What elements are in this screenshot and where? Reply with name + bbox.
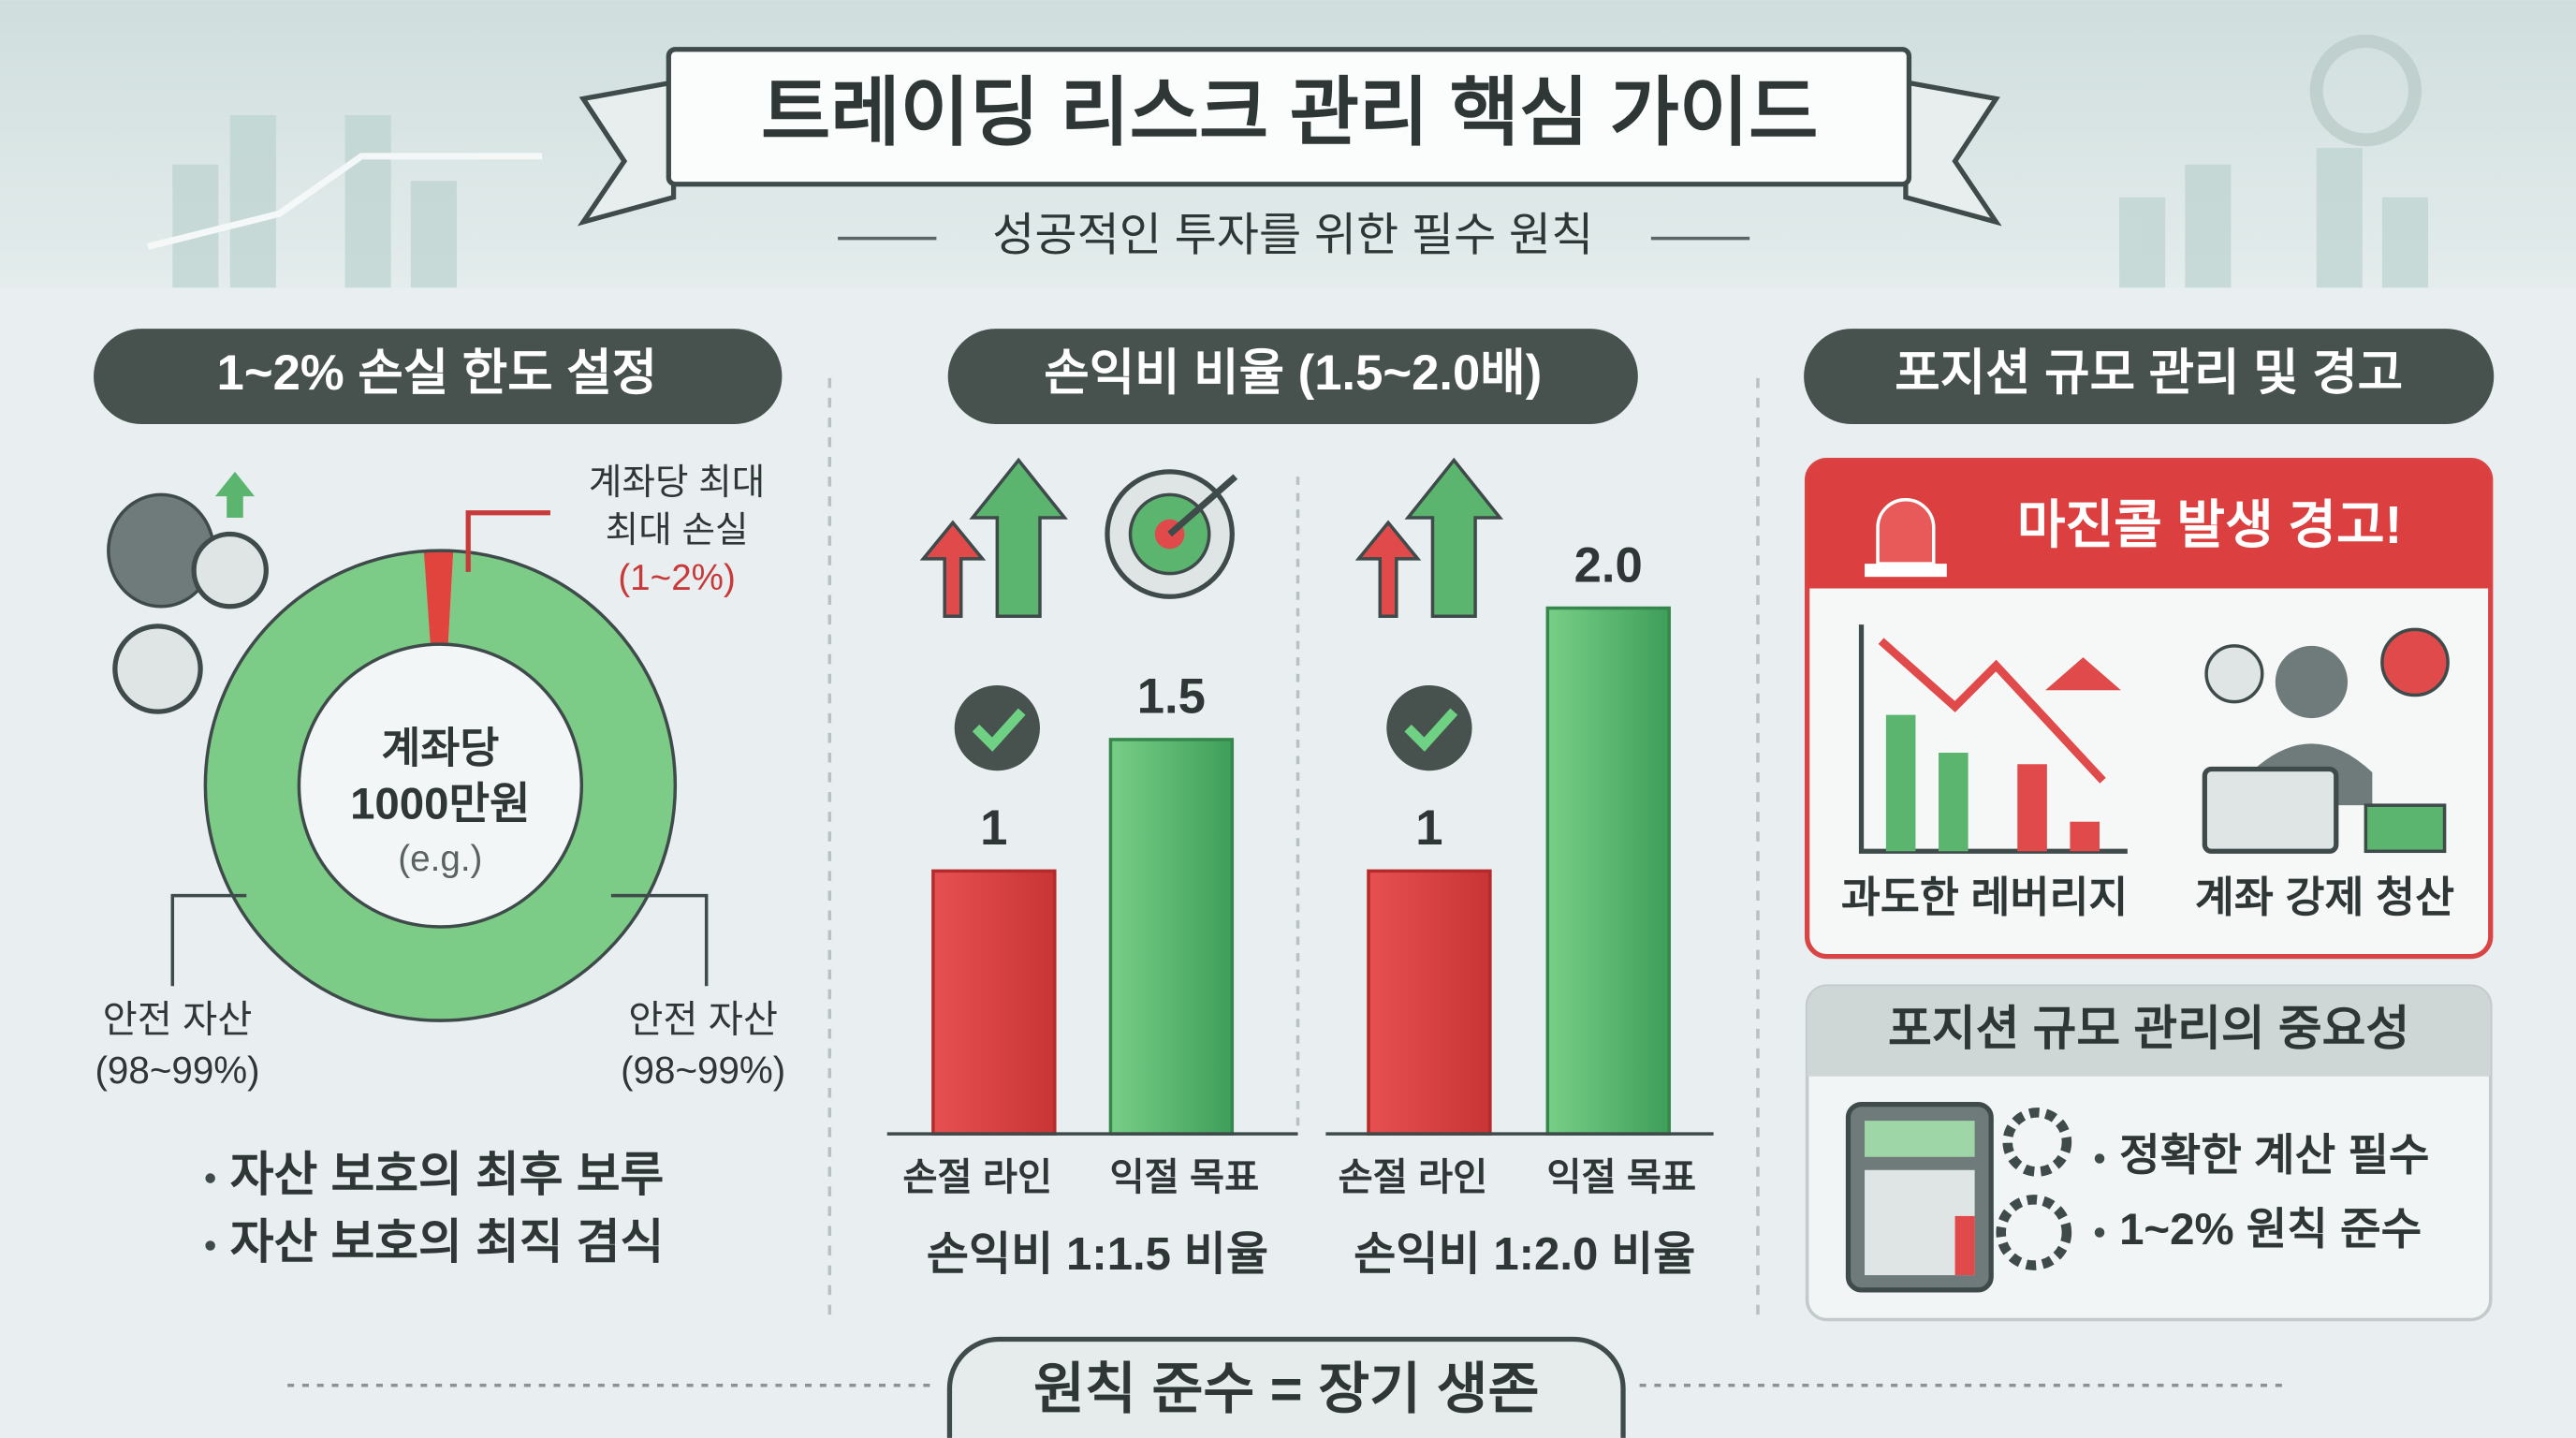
header-decor xyxy=(147,34,2429,288)
title-banner xyxy=(666,47,1912,187)
donut-center: 계좌당 xyxy=(381,724,499,771)
ribbon-right xyxy=(1903,79,2002,227)
liquidation-icon xyxy=(2202,627,2450,854)
warning-item: 과도한 레버리지 xyxy=(1841,873,2129,921)
donut-risk xyxy=(206,550,675,1020)
bullet-dot xyxy=(205,1173,215,1183)
warning-title: 마진콜 발생 경고! xyxy=(2017,495,2403,554)
section-pill xyxy=(947,329,1638,424)
calculator-icon xyxy=(1845,1101,2072,1293)
callout: (1~2%) xyxy=(618,558,736,598)
warning-header xyxy=(1807,460,2491,589)
category-label: 손절 라인 xyxy=(902,1155,1052,1198)
footer: 원칙 준수 = 장기 생존 xyxy=(1033,1357,1539,1420)
donut-hole xyxy=(297,642,584,929)
side-label: 안전 자산 xyxy=(628,997,778,1040)
leverage-icon xyxy=(1858,624,2128,854)
leader xyxy=(610,893,709,987)
callout: 최대 손실 xyxy=(606,510,749,550)
chart-caption: 손익비 1:1.5 비율 xyxy=(927,1229,1268,1280)
bar xyxy=(1545,606,1671,1136)
callout-line xyxy=(465,510,550,572)
title: 트레이딩 리스크 관리 핵심 가이드 xyxy=(761,71,1818,155)
value-label: 1 xyxy=(980,800,1007,856)
position-header xyxy=(1807,986,2491,1077)
bullet-dot xyxy=(2094,1227,2105,1238)
section-title: 손익비 비율 (1.5~2.0배) xyxy=(1044,345,1542,401)
bullet: 자산 보호의 최직 겸식 xyxy=(230,1215,665,1269)
leader xyxy=(170,893,247,987)
value-label: 1.5 xyxy=(1137,669,1206,725)
category-label: 익절 목표 xyxy=(1110,1155,1260,1198)
side-label: 안전 자산 xyxy=(103,997,253,1040)
donut-edge xyxy=(203,549,678,1022)
donut-center: (e.g.) xyxy=(398,839,482,879)
bar xyxy=(1108,738,1235,1136)
siren-icon xyxy=(1865,498,1947,578)
section-title: 포지션 규모 관리 및 경고 xyxy=(1895,345,2403,401)
value-label: 1 xyxy=(1415,800,1442,856)
ribbon-left xyxy=(577,79,677,227)
footer-pill xyxy=(946,1336,1626,1438)
donut xyxy=(206,550,675,1020)
side-label: (98~99%) xyxy=(621,1049,785,1092)
bar xyxy=(931,869,1057,1136)
section-pill xyxy=(1804,329,2495,424)
chart-caption: 손익비 1:2.0 비율 xyxy=(1354,1229,1695,1280)
warning-item: 계좌 강제 청산 xyxy=(2195,873,2454,921)
side-label: (98~99%) xyxy=(95,1049,259,1092)
donut-center: 1000만원 xyxy=(350,779,531,829)
bullet: 자산 보호의 최후 보루 xyxy=(230,1148,665,1201)
section-pill xyxy=(94,329,783,424)
subtitle: 성공적인 투자를 위한 필수 원칙 xyxy=(992,211,1593,261)
bullet-dot xyxy=(205,1240,215,1251)
bullet: 1~2% 원칙 준수 xyxy=(2119,1205,2422,1255)
category-label: 손절 라인 xyxy=(1339,1155,1488,1198)
donut-safe xyxy=(206,550,675,1020)
money-icons xyxy=(107,471,269,714)
position-title: 포지션 규모 관리의 중요성 xyxy=(1888,1002,2409,1055)
value-label: 2.0 xyxy=(1574,537,1643,593)
section-title: 1~2% 손실 한도 설정 xyxy=(217,345,658,401)
bullet-dot xyxy=(2094,1153,2105,1164)
chart-icons xyxy=(919,457,1504,771)
category-label: 익절 목표 xyxy=(1546,1155,1696,1198)
bar xyxy=(1367,869,1492,1136)
callout: 계좌당 최대 xyxy=(589,462,765,503)
bullet: 정확한 계산 필수 xyxy=(2119,1131,2429,1181)
